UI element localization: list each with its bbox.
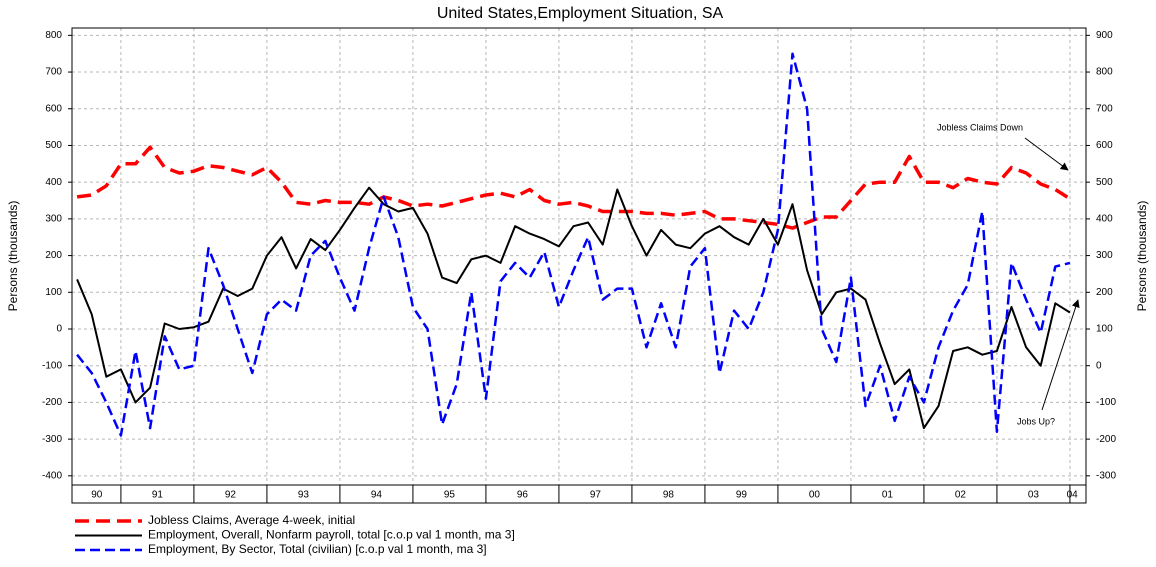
y-tick-label: 100 [45, 287, 62, 298]
x-tick-label: 96 [517, 490, 529, 501]
series-line [76, 52, 1071, 437]
x-tick-label: 02 [955, 490, 967, 501]
y2-tick-label: 900 [1096, 30, 1113, 41]
y2-axis-label: Persons (thousands) [1135, 201, 1149, 312]
series-line [76, 186, 1071, 430]
y-tick-label: -200 [42, 397, 62, 408]
x-tick-label: 90 [91, 490, 103, 501]
x-tick-label: 92 [225, 490, 237, 501]
y-tick-label: -100 [42, 360, 62, 371]
y-tick-label: 300 [45, 214, 62, 225]
legend-label: Jobless Claims, Average 4-week, initial [148, 513, 355, 527]
annotation-arrow [1041, 299, 1080, 411]
annotation: Jobs Up? [1017, 416, 1055, 426]
chart-title: United States,Employment Situation, SA [437, 5, 724, 22]
x-axis-band [71, 484, 1087, 504]
y2-tick-label: 300 [1096, 250, 1113, 261]
series-line [76, 145, 1071, 230]
y2-tick-label: -200 [1096, 434, 1116, 445]
x-tick-label: 03 [1028, 490, 1040, 501]
y2-tick-label: -100 [1096, 397, 1116, 408]
y2-tick-label: 200 [1096, 287, 1113, 298]
y-axis-label: Persons (thousands) [6, 201, 20, 312]
legend-label: Employment, By Sector, Total (civilian) … [148, 542, 487, 556]
x-tick-label: 98 [663, 490, 675, 501]
y2-tick-label: 0 [1096, 360, 1102, 371]
y-tick-label: -300 [42, 434, 62, 445]
y2-tick-label: 500 [1096, 177, 1113, 188]
y2-tick-label: 100 [1096, 324, 1113, 335]
y-tick-label: 600 [45, 103, 62, 114]
x-tick-label: 00 [809, 490, 821, 501]
y2-tick-label: 800 [1096, 67, 1113, 78]
y2-tick-label: 600 [1096, 140, 1113, 151]
x-tick-label: 95 [444, 490, 456, 501]
x-tick-label: 99 [736, 490, 748, 501]
x-tick-label: 93 [298, 490, 310, 501]
y2-tick-label: 700 [1096, 103, 1113, 114]
x-tick-label: 94 [371, 490, 383, 501]
y-tick-label: -400 [42, 470, 62, 481]
y-tick-label: 200 [45, 250, 62, 261]
y2-tick-label: 400 [1096, 214, 1113, 225]
x-tick-label: 97 [590, 490, 602, 501]
annotation: Jobless Claims Down [937, 122, 1023, 132]
x-tick-label: 01 [882, 490, 894, 501]
legend-label: Employment, Overall, Nonfarm payroll, to… [148, 528, 515, 542]
x-tick-label: 04 [1067, 490, 1079, 501]
y-tick-label: 400 [45, 177, 62, 188]
y2-tick-label: -300 [1096, 470, 1116, 481]
y-tick-label: 800 [45, 30, 62, 41]
y-tick-label: 500 [45, 140, 62, 151]
annotation-arrow [1024, 137, 1069, 171]
x-tick-label: 91 [152, 490, 164, 501]
y-tick-label: 0 [56, 324, 62, 335]
y-tick-label: 700 [45, 67, 62, 78]
